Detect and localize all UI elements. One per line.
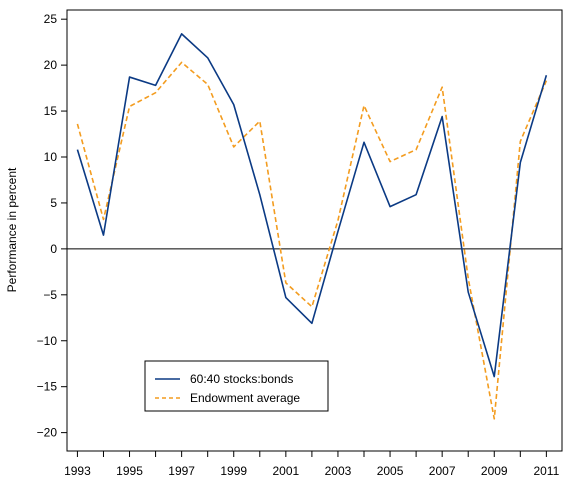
plot-frame — [66, 9, 563, 452]
data-point-series-1 — [493, 418, 495, 420]
data-point-series-0 — [181, 33, 183, 35]
data-point-series-1 — [259, 120, 261, 122]
legend: 60:40 stocks:bonds Endowment average — [144, 360, 329, 412]
data-point-series-0 — [285, 297, 287, 299]
y-tick-label: −20 — [37, 426, 58, 440]
x-tick-label: 2011 — [533, 464, 559, 478]
data-point-series-1 — [285, 282, 287, 284]
data-point-series-0 — [546, 74, 548, 76]
data-point-series-1 — [520, 141, 522, 143]
x-tick-label: 1999 — [220, 464, 247, 478]
data-point-series-0 — [363, 142, 365, 144]
x-tick-label: 2001 — [272, 464, 299, 478]
data-point-series-0 — [233, 104, 235, 106]
data-point-series-1 — [181, 62, 183, 64]
data-point-series-0 — [155, 85, 157, 87]
y-tick-label: 0 — [50, 242, 57, 256]
data-point-series-0 — [415, 194, 417, 196]
data-point-series-0 — [337, 231, 339, 233]
x-tick-label: 2009 — [481, 464, 508, 478]
y-tick-label: −15 — [37, 380, 58, 394]
data-point-series-1 — [546, 80, 548, 82]
y-tick-label: 5 — [50, 196, 57, 210]
y-tick-label: 10 — [44, 150, 58, 164]
data-point-series-0 — [103, 234, 105, 236]
y-axis-title: Performance in percent — [5, 167, 19, 292]
legend-label-series-1: Endowment average — [190, 391, 300, 405]
x-tick-label: 2007 — [429, 464, 456, 478]
x-tick-label: 1993 — [64, 464, 91, 478]
x-tick-label: 1997 — [168, 464, 195, 478]
data-point-series-1 — [467, 277, 469, 279]
data-point-series-1 — [233, 146, 235, 148]
data-point-series-0 — [311, 322, 313, 324]
data-point-series-1 — [103, 219, 105, 221]
y-tick-label: 25 — [44, 12, 58, 26]
data-point-series-0 — [520, 162, 522, 164]
legend-label-series-0: 60:40 stocks:bonds — [190, 372, 293, 386]
data-point-series-1 — [337, 220, 339, 222]
data-point-series-0 — [259, 194, 261, 196]
data-point-series-0 — [493, 376, 495, 378]
x-tick-label: 2003 — [325, 464, 352, 478]
data-point-series-1 — [389, 161, 391, 163]
data-point-series-1 — [311, 306, 313, 308]
data-point-series-1 — [129, 106, 131, 108]
y-tick-label: −5 — [43, 288, 57, 302]
data-point-series-1 — [415, 149, 417, 151]
data-point-series-1 — [155, 92, 157, 94]
data-point-series-0 — [389, 206, 391, 208]
data-point-series-1 — [77, 123, 79, 125]
y-tick-label: 20 — [44, 58, 58, 72]
x-tick-label: 2005 — [377, 464, 404, 478]
data-point-series-0 — [77, 149, 79, 151]
data-point-series-1 — [363, 105, 365, 107]
y-tick-label: −10 — [37, 334, 58, 348]
data-point-series-0 — [441, 116, 443, 118]
data-point-series-0 — [207, 57, 209, 59]
data-point-series-1 — [441, 86, 443, 88]
legend-box — [144, 360, 329, 412]
x-tick-label: 1995 — [116, 464, 143, 478]
series-line-1 — [76, 61, 548, 420]
series-line-0 — [76, 33, 548, 378]
data-point-series-0 — [129, 76, 131, 78]
data-point-series-0 — [467, 291, 469, 293]
data-point-series-1 — [207, 84, 209, 86]
y-tick-label: 15 — [44, 104, 58, 118]
